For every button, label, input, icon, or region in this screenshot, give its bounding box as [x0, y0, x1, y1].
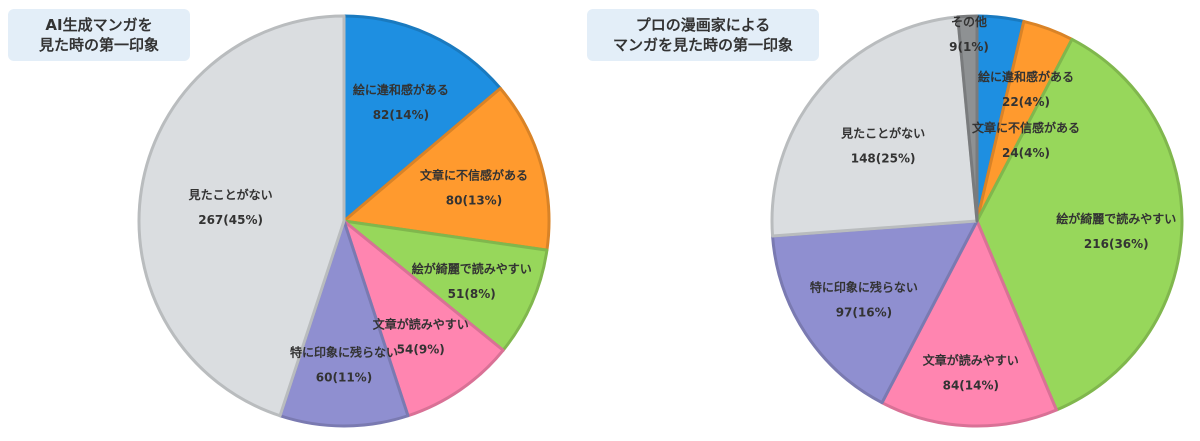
right-pie: [770, 14, 1184, 428]
left-slice-value-2: 80(13%): [446, 194, 502, 208]
right-chart-title-line-2: マンガを見た時の第一印象: [612, 36, 793, 54]
right-chart-title: プロの漫画家による マンガを見た時の第一印象: [587, 9, 819, 61]
right-slice-3: [975, 37, 1184, 412]
left-slice-2: [342, 86, 551, 252]
right-slice-6: [770, 15, 979, 238]
right-slice-label-7: その他: [951, 14, 987, 29]
left-slice-4: [342, 219, 505, 418]
right-slice-value-6: 148(25%): [851, 152, 916, 166]
right-slice-7: [956, 14, 979, 223]
right-slice-label-2: 文章に不信感がある: [972, 120, 1080, 135]
right-slice-label-6: 見たことがない: [840, 126, 925, 141]
left-slice-label-5: 特に印象に残らない: [290, 344, 398, 359]
right-slice-value-7: 9(1%): [949, 40, 989, 54]
left-chart-title-line-1: AI生成マンガを: [45, 16, 153, 34]
right-slice-value-1: 22(4%): [1002, 95, 1050, 109]
right-slice-label-3: 絵が綺麗で読みやすい: [1056, 211, 1176, 226]
right-slice-label-1: 絵に違和感がある: [978, 69, 1074, 84]
left-slice-label-2: 文章に不信感がある: [420, 168, 528, 183]
right-slice-value-4: 84(14%): [943, 379, 999, 393]
right-slice-value-2: 24(4%): [1002, 146, 1050, 160]
left-chart-title-line-2: 見た時の第一印象: [38, 36, 159, 54]
left-slice-value-6: 267(45%): [198, 213, 263, 227]
left-slice-label-1: 絵に違和感がある: [353, 82, 449, 97]
left-slice-value-4: 54(9%): [397, 342, 445, 356]
left-slice-3: [342, 219, 549, 352]
right-slice-label-4: 文章が読みやすい: [923, 353, 1019, 368]
right-chart-title-line-1: プロの漫画家による: [635, 16, 771, 34]
right-slice-4: [880, 219, 1058, 428]
right-slice-value-5: 97(16%): [836, 305, 892, 319]
left-slice-6: [137, 14, 346, 418]
left-slice-value-1: 82(14%): [373, 108, 429, 122]
left-slice-label-4: 文章が読みやすい: [373, 316, 469, 331]
left-slice-label-3: 絵が綺麗で読みやすい: [412, 261, 532, 276]
left-slice-label-6: 見たことがない: [188, 187, 273, 202]
left-pie: [137, 14, 551, 428]
left-slice-value-3: 51(8%): [448, 287, 496, 301]
left-chart-title: AI生成マンガを 見た時の第一印象: [8, 9, 190, 61]
left-slice-5: [278, 219, 410, 428]
left-slice-1: [342, 14, 502, 223]
right-slice-5: [771, 219, 979, 405]
right-slice-label-5: 特に印象に残らない: [810, 279, 918, 294]
left-slice-value-5: 60(11%): [316, 370, 372, 384]
right-slice-value-3: 216(36%): [1084, 237, 1149, 251]
